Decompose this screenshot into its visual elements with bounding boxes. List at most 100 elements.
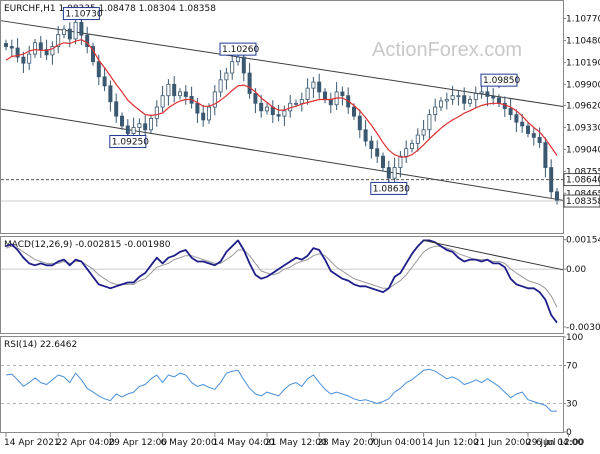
price-candle-body: [537, 136, 542, 144]
price-candle-body: [218, 79, 223, 93]
price-axis-ticks: 1.10770 1.10480 1.10190 1.09900 1.09620 1.093…: [563, 15, 600, 199]
price-candle-body: [102, 76, 107, 87]
price-candle-body: [201, 112, 206, 121]
time-tick-label: 28 May 20:00: [317, 438, 379, 448]
price-candles: [4, 12, 560, 205]
price-tick-label: 1.09900: [566, 80, 600, 90]
annotation-label: 1.09250: [112, 138, 149, 148]
current-price-label: 1.08358: [566, 197, 600, 207]
channel-upper-line: [0, 20, 564, 107]
price-candle-body: [183, 91, 188, 97]
macd-tick-label: -0.003023: [566, 323, 600, 333]
price-candle-body: [235, 56, 240, 63]
macd-lines: [1, 239, 564, 324]
annotation-box: [109, 135, 147, 149]
price-candle-body: [172, 83, 177, 97]
price-candle-body: [479, 91, 484, 94]
time-tick-label: 14 May 04:00: [213, 438, 275, 448]
price-candle-body: [340, 91, 345, 97]
price-candle-body: [166, 83, 171, 97]
time-tick-label: 22 Apr 04:00: [56, 438, 115, 448]
price-candle-body: [555, 191, 560, 202]
dashed-level-label: 1.08640: [566, 176, 600, 186]
watermark: ActionForex.com: [372, 39, 522, 61]
price-candle-body: [131, 127, 136, 134]
rsi-tick-label: 100: [566, 333, 583, 343]
macd-tick-label: 0.001543: [566, 236, 600, 246]
price-candle-body: [438, 100, 443, 108]
price-candle-body: [154, 106, 159, 119]
price-candle-body: [177, 91, 182, 97]
price-candle-body: [62, 28, 67, 35]
price-candle-body: [73, 21, 78, 40]
rsi-line: [5, 368, 557, 412]
price-tick-label: 1.08465: [566, 189, 600, 199]
annotation-box: [62, 7, 100, 21]
price-candle-body: [409, 142, 414, 150]
annotation-label: 1.09850: [483, 76, 520, 86]
price-candle-body: [485, 91, 490, 97]
price-candle-body: [264, 106, 269, 112]
price-tick-label: 1.08755: [566, 167, 600, 177]
price-candle-body: [467, 99, 472, 104]
price-tick-label: 1.09330: [566, 123, 600, 133]
time-tick-label: 14 Jun 12:00: [422, 438, 479, 448]
price-candle-body: [114, 101, 119, 117]
price-candle-body: [293, 102, 298, 105]
channel-lower-line: [0, 108, 564, 201]
price-candle-body: [212, 91, 217, 108]
price-candle-body: [96, 61, 101, 78]
annotation-label: 1.10730: [65, 10, 102, 20]
price-candle-body: [386, 167, 391, 179]
price-candle-body: [67, 28, 72, 40]
price-panel-frame: [0, 0, 564, 234]
price-annotations: 1.10730 1.10260 1.09250 1.08630 1.09850: [62, 7, 520, 195]
macd-tick-label: 0.00: [566, 265, 586, 275]
price-candle-body: [79, 21, 84, 36]
time-tick-label: 6 Jul 12:00: [536, 438, 585, 448]
price-candle-body: [462, 95, 467, 104]
price-candle-body: [444, 99, 449, 102]
price-candle-body: [404, 148, 409, 157]
price-candle-body: [9, 46, 14, 49]
price-candle-body: [363, 129, 368, 142]
price-candle-body: [351, 106, 356, 117]
price-candle-body: [282, 110, 287, 117]
annotation-label: 1.08630: [373, 184, 410, 194]
rsi-panel-frame: [0, 336, 564, 433]
price-candle-body: [427, 114, 432, 131]
price-candle-body: [299, 99, 304, 104]
price-candle-body: [125, 125, 130, 134]
time-tick-label: 29 Jun 04:00: [526, 438, 583, 448]
price-candle-body: [195, 102, 200, 114]
price-candle-body: [85, 34, 90, 47]
rsi-panel-title: RSI(14) 22.6462: [4, 340, 77, 350]
price-candle-body: [421, 129, 426, 136]
price-candle-body: [108, 85, 113, 103]
rsi-tick-label: 30: [566, 400, 578, 410]
price-candle-body: [433, 106, 438, 116]
price-tick-label: 1.10190: [566, 58, 600, 68]
current-price-box: [563, 194, 600, 208]
annotation-box: [480, 73, 518, 87]
price-candle-body: [531, 133, 536, 138]
price-tick-label: 1.10770: [566, 15, 600, 25]
price-candle-body: [305, 87, 310, 100]
price-candle-body: [392, 167, 397, 179]
annotation-box: [370, 181, 408, 195]
price-candle-body: [50, 46, 55, 56]
price-candle-body: [230, 61, 235, 74]
price-candle-body: [375, 148, 380, 157]
price-candle-body: [27, 53, 32, 64]
price-candle-body: [224, 72, 229, 81]
price-candle-body: [33, 42, 38, 55]
rsi-lines: [1, 365, 563, 412]
price-candle-body: [206, 106, 211, 121]
macd-signal-line: [5, 245, 558, 308]
time-tick-label: 21 Jun 20:00: [474, 438, 531, 448]
price-channel: [0, 20, 564, 201]
price-candle-body: [21, 56, 26, 64]
